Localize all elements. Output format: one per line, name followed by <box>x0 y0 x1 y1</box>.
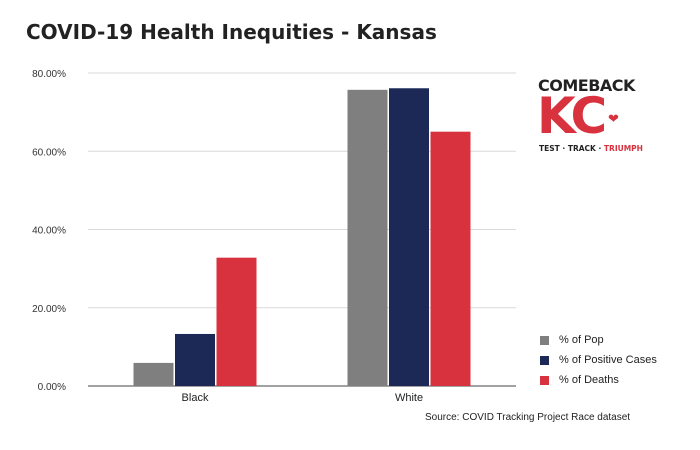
bar-black-of-positive-cases <box>175 333 215 386</box>
y-tick-label: 40.00% <box>32 226 66 237</box>
y-tick-label: 80.00% <box>32 69 66 80</box>
legend-label: % of Deaths <box>559 374 619 386</box>
legend-item: % of Deaths <box>540 370 657 390</box>
x-category-label: Black <box>182 392 209 404</box>
bar-black-of-pop <box>133 362 174 386</box>
y-tick-label: 60.00% <box>32 147 66 158</box>
legend-label: % of Pop <box>559 334 604 346</box>
x-category-label: White <box>395 392 423 404</box>
legend-label: % of Positive Cases <box>559 354 657 366</box>
legend-item: % of Positive Cases <box>540 350 657 370</box>
y-tick-label: 20.00% <box>32 304 66 315</box>
comeback-kc-logo: COMEBACK KC ❤ TEST · TRACK · TRIUMPH <box>537 76 647 158</box>
logo-tagline: TEST · TRACK · TRIUMPH <box>539 144 643 153</box>
legend-swatch <box>540 335 549 345</box>
legend-item: % of Pop <box>540 330 657 350</box>
bar-white-of-pop <box>347 89 388 386</box>
bar-white-of-positive-cases <box>389 88 429 386</box>
source-note: Source: COVID Tracking Project Race data… <box>425 412 631 423</box>
bar-white-of-deaths <box>430 131 471 386</box>
legend-swatch <box>540 355 549 365</box>
chart-title: COVID-19 Health Inequities - Kansas <box>26 20 437 44</box>
bar-black-of-deaths <box>216 257 257 386</box>
chart-legend: % of Pop % of Positive Cases % of Deaths <box>540 330 657 390</box>
heart-icon: ❤ <box>608 111 619 126</box>
y-tick-label: 0.00% <box>38 382 66 393</box>
logo-top-text: COMEBACK <box>538 76 635 95</box>
legend-swatch <box>540 375 549 385</box>
logo-kc-text: KC <box>537 87 607 145</box>
